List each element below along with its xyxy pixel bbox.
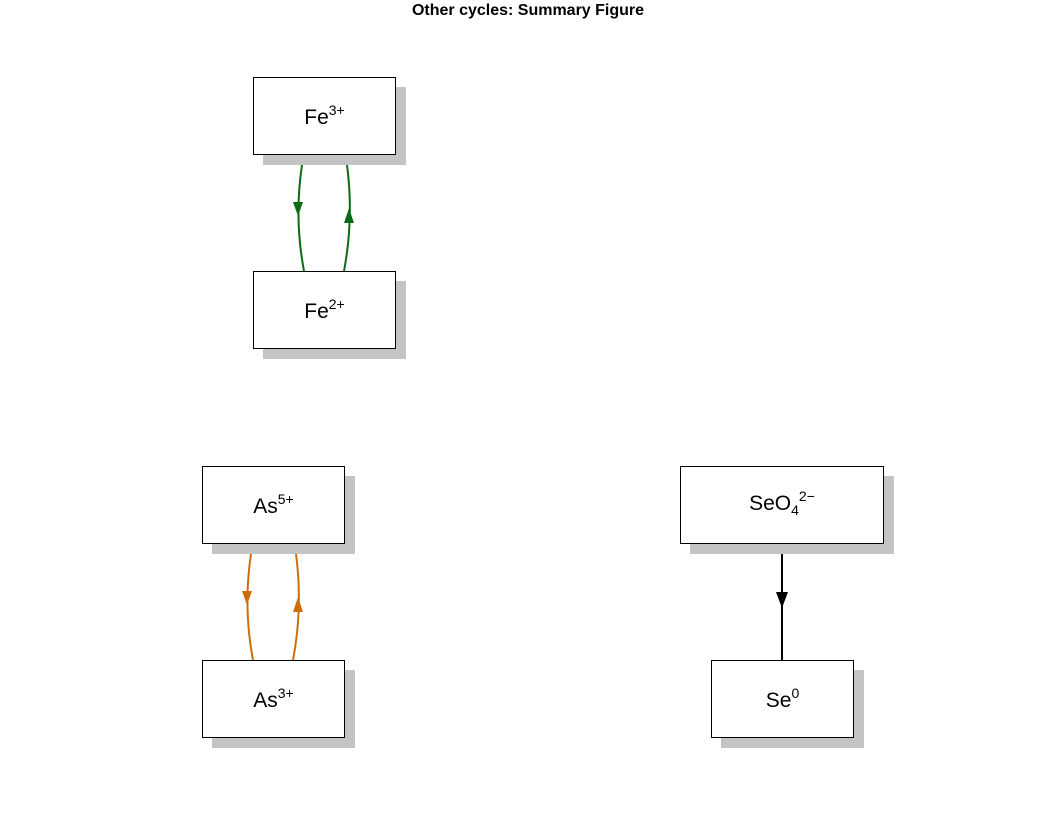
node-as5-label: As5+ [253,491,294,518]
node-se0: Se0 [711,660,854,738]
node-fe2-label: Fe2+ [304,296,345,323]
arrowhead-as5-to-as3 [242,591,252,605]
node-seo4-label: SeO42− [749,488,815,518]
arrowhead-seo4-to-se0 [776,592,788,608]
arrowhead-as3-to-as5 [293,597,303,612]
node-se0-label: Se0 [765,685,800,712]
node-as5: As5+ [202,466,345,544]
page-title: Other cycles: Summary Figure [411,2,645,19]
node-as3: As3+ [202,660,345,738]
node-as3-label: As3+ [253,685,294,712]
node-fe3-label: Fe3+ [304,102,345,129]
edge-as5-to-as3 [246,553,254,661]
node-fe3: Fe3+ [253,77,396,155]
node-seo4: SeO42− [680,466,884,544]
arrowhead-fe3-to-fe2 [293,202,303,216]
edge-fe3-to-fe2 [297,164,305,272]
arrowhead-fe2-to-fe3 [344,208,354,223]
node-fe2: Fe2+ [253,271,396,349]
